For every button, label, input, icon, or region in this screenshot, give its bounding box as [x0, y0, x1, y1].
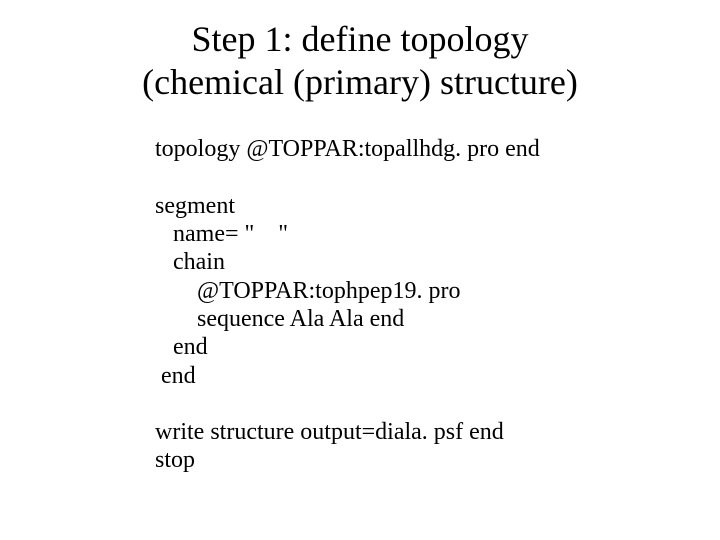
slide: Step 1: define topology (chemical (prima…: [0, 0, 720, 540]
code-line: topology @TOPPAR:topallhdg. pro end: [155, 136, 540, 162]
code-line: segment: [155, 193, 235, 219]
title-line-1: Step 1: define topology: [192, 19, 529, 59]
code-line: end: [155, 363, 196, 389]
code-line: sequence Ala Ala end: [155, 306, 404, 332]
code-line: @TOPPAR:tophpep19. pro: [155, 278, 460, 304]
code-line: stop: [155, 447, 195, 473]
title-line-2: (chemical (primary) structure): [142, 62, 578, 102]
code-line: name= " ": [155, 221, 288, 247]
code-line: chain: [155, 249, 225, 275]
code-line: write structure output=diala. psf end: [155, 419, 504, 445]
code-line: end: [155, 334, 208, 360]
slide-title: Step 1: define topology (chemical (prima…: [0, 0, 720, 104]
code-block: topology @TOPPAR:topallhdg. pro end segm…: [155, 135, 540, 475]
